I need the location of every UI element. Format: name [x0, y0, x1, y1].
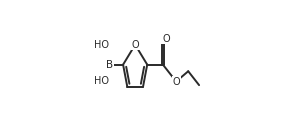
Text: B: B	[106, 60, 113, 70]
Text: O: O	[162, 34, 170, 44]
Text: HO: HO	[94, 76, 109, 86]
Text: O: O	[172, 76, 180, 86]
Text: O: O	[131, 40, 139, 50]
Text: HO: HO	[94, 40, 110, 50]
